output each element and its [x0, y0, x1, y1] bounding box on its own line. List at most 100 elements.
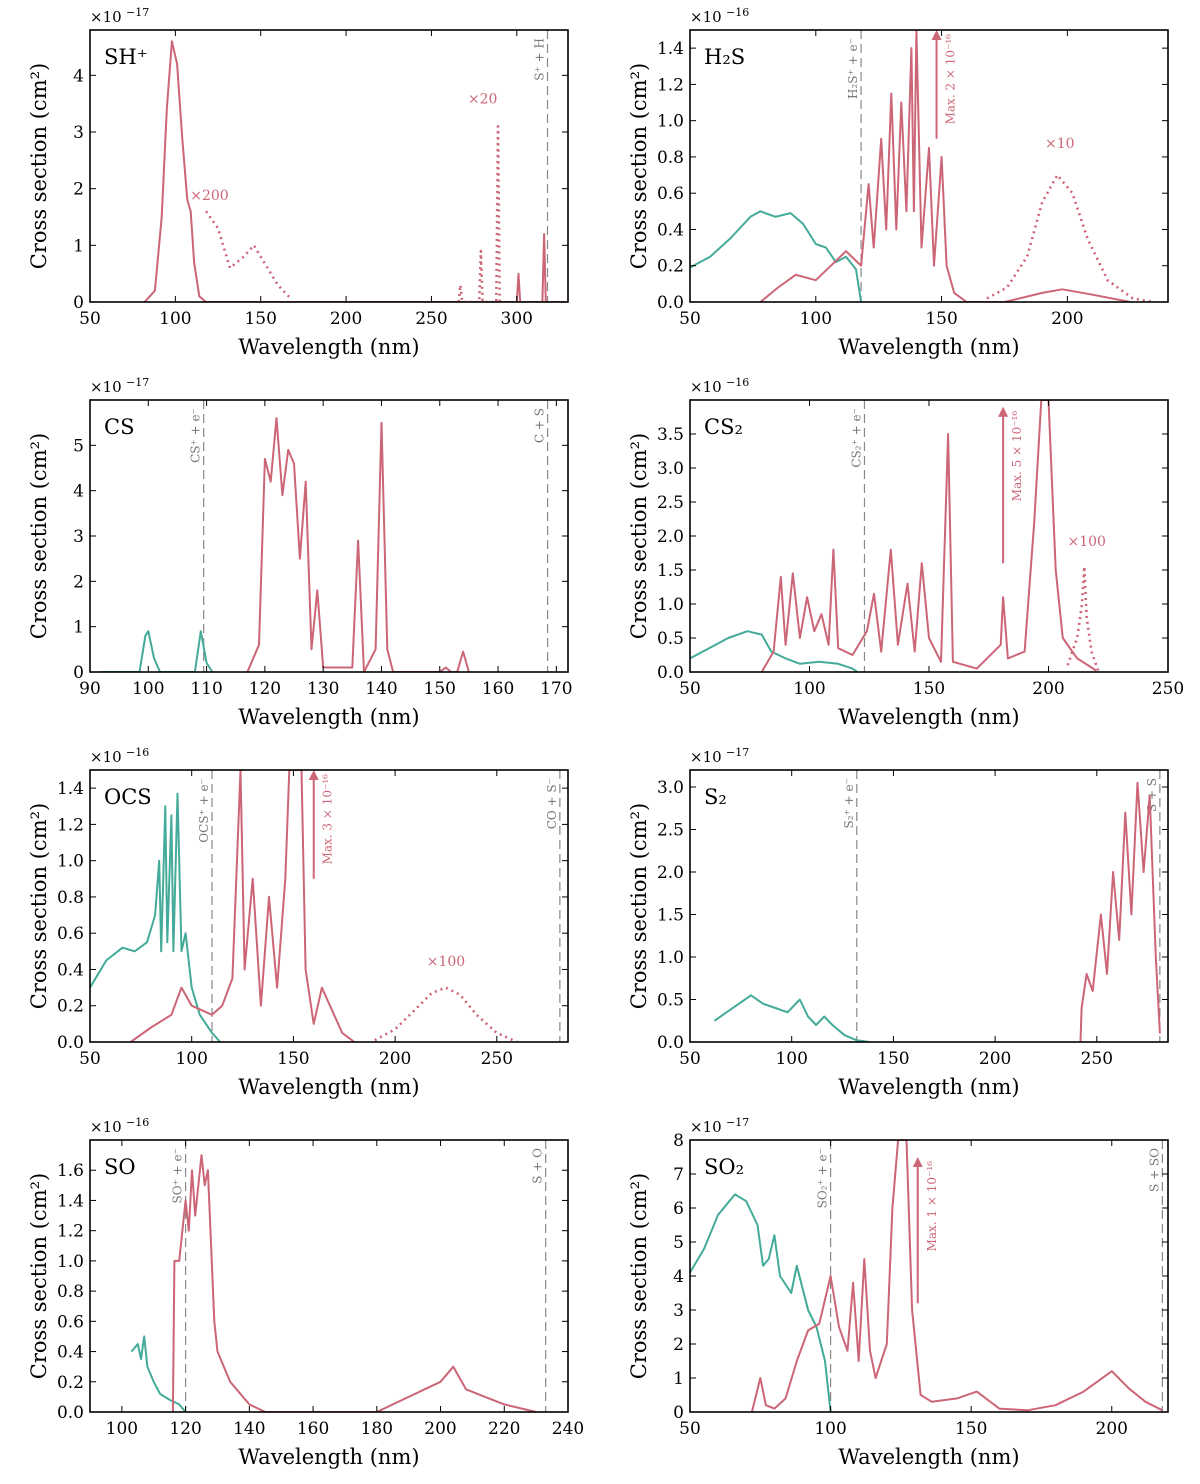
- y-axis-label: Cross section (cm²): [27, 433, 51, 639]
- scale-annotation: ×20: [468, 92, 498, 108]
- scale-annotation: ×200: [190, 188, 228, 204]
- y-axis-label: Cross section (cm²): [627, 63, 651, 269]
- x-tick-label: 110: [190, 679, 222, 699]
- x-axis-label: Wavelength (nm): [238, 1075, 419, 1099]
- threshold-label: S₂⁺ + e⁻: [842, 778, 856, 828]
- x-axis-label: Wavelength (nm): [838, 335, 1019, 359]
- axes-frame: [89, 769, 569, 1043]
- series-dissociation-200: [205, 210, 293, 301]
- series-dissociation-20: [457, 125, 501, 302]
- scale-multiplier-exponent: −16: [726, 6, 749, 19]
- x-axis-label: Wavelength (nm): [838, 705, 1019, 729]
- y-tick-label: 3.0: [657, 459, 684, 479]
- y-tick-label: 0.5: [657, 629, 684, 649]
- y-tick-label: 1.4: [57, 1191, 84, 1211]
- x-tick-label: 240: [552, 1419, 584, 1439]
- chart-panel-6: S₂⁺ + e⁻ S + S 50 100 150 200 250 0.0 0.5 1.0 1.5 2…: [627, 746, 1169, 1099]
- x-tick-label: 50: [679, 679, 701, 699]
- y-tick-label: 1.2: [57, 1222, 84, 1242]
- y-tick-label: 3: [73, 123, 84, 143]
- x-tick-label: 100: [106, 1419, 138, 1439]
- y-tick-label: 1.2: [657, 75, 684, 95]
- y-tick-label: 0.4: [57, 960, 84, 980]
- molecule-label: S₂: [704, 785, 727, 809]
- y-tick-label: 5: [673, 1233, 684, 1253]
- y-tick-label: 2.0: [657, 863, 684, 883]
- y-tick-label: 1.0: [657, 948, 684, 968]
- y-tick-label: 2.5: [657, 493, 684, 513]
- max-arrow-label: Max. 3 × 10⁻¹⁶: [321, 774, 335, 865]
- y-axis-label: Cross section (cm²): [627, 1173, 651, 1379]
- y-tick-label: 4: [73, 66, 84, 86]
- x-tick-label: 160: [297, 1419, 329, 1439]
- threshold-label: CO + S⁻: [545, 778, 559, 829]
- y-tick-label: 2.0: [657, 527, 684, 547]
- x-tick-label: 150: [877, 1049, 909, 1069]
- scale-multiplier: ×10: [690, 378, 722, 396]
- x-tick-label: 250: [415, 309, 447, 329]
- y-tick-label: 0.6: [57, 1312, 84, 1332]
- scale-multiplier: ×10: [690, 8, 722, 26]
- series-dissociation: [130, 770, 355, 1042]
- y-tick-label: 0: [73, 663, 84, 683]
- axes-frame: [89, 1139, 569, 1413]
- y-tick-label: 0.8: [57, 888, 84, 908]
- y-tick-label: 0.0: [657, 293, 684, 313]
- x-tick-label: 100: [175, 1049, 207, 1069]
- series-ionization: [690, 210, 863, 302]
- y-tick-label: 1.2: [57, 815, 84, 835]
- series-ionization: [713, 994, 870, 1042]
- scale-multiplier-exponent: −16: [126, 746, 149, 759]
- x-tick-label: 250: [481, 1049, 513, 1069]
- y-tick-label: 3: [673, 1301, 684, 1321]
- x-tick-label: 150: [424, 679, 456, 699]
- y-axis-label: Cross section (cm²): [627, 803, 651, 1009]
- x-tick-label: 200: [1032, 679, 1064, 699]
- y-tick-label: 0.0: [57, 1403, 84, 1423]
- threshold-label: H₂S⁺ + e⁻: [846, 38, 860, 99]
- scale-multiplier-exponent: −17: [726, 1116, 749, 1129]
- scale-annotation: ×100: [427, 954, 465, 970]
- y-axis-label: Cross section (cm²): [27, 1173, 51, 1379]
- x-tick-label: 300: [501, 309, 533, 329]
- axes-frame: [689, 29, 1169, 303]
- chart-panel-2: H₂S⁺ + e⁻ Max. 2 × 10⁻¹⁶ ×10 50 100 150 200 0.0…: [627, 6, 1169, 359]
- x-tick-label: 140: [233, 1419, 265, 1439]
- max-arrow-label: Max. 2 × 10⁻¹⁶: [944, 34, 958, 125]
- axes-frame: [89, 399, 569, 673]
- threshold-label: OCS⁺ + e⁻: [197, 778, 211, 843]
- y-tick-label: 1.0: [57, 852, 84, 872]
- y-tick-label: 0: [73, 293, 84, 313]
- x-tick-label: 50: [79, 1049, 101, 1069]
- x-tick-label: 100: [814, 1419, 846, 1439]
- x-tick-label: 100: [159, 309, 191, 329]
- x-tick-label: 200: [1051, 309, 1083, 329]
- x-tick-label: 250: [1152, 679, 1184, 699]
- x-tick-label: 200: [379, 1049, 411, 1069]
- max-arrow-label: Max. 1 × 10⁻¹⁶: [925, 1161, 939, 1252]
- y-tick-label: 4: [73, 482, 84, 502]
- scale-annotation: ×100: [1068, 534, 1106, 550]
- threshold-label: S + S: [1145, 778, 1159, 812]
- y-tick-label: 0.8: [57, 1282, 84, 1302]
- scale-multiplier: ×10: [690, 1118, 722, 1136]
- x-tick-label: 200: [330, 309, 362, 329]
- chart-panel-3: CS⁺ + e⁻ C + S 90 100 110 120 130 140 150 160 170 0…: [27, 376, 573, 729]
- y-tick-label: 3: [73, 527, 84, 547]
- series-dissociation: [750, 1140, 1163, 1412]
- x-tick-label: 150: [277, 1049, 309, 1069]
- y-tick-label: 5: [73, 436, 84, 456]
- threshold-label: S + SO: [1147, 1148, 1161, 1192]
- threshold-label: S + O: [531, 1148, 545, 1184]
- threshold-label: CS⁺ + e⁻: [189, 408, 203, 463]
- y-axis-label: Cross section (cm²): [27, 803, 51, 1009]
- scale-multiplier-exponent: −17: [726, 746, 749, 759]
- y-tick-label: 0.6: [57, 924, 84, 944]
- series-dissociation: [759, 30, 1131, 302]
- y-tick-label: 0: [673, 1403, 684, 1423]
- x-tick-label: 200: [1096, 1419, 1128, 1439]
- y-tick-label: 2: [73, 180, 84, 200]
- max-arrow-label: Max. 5 × 10⁻¹⁶: [1010, 411, 1024, 502]
